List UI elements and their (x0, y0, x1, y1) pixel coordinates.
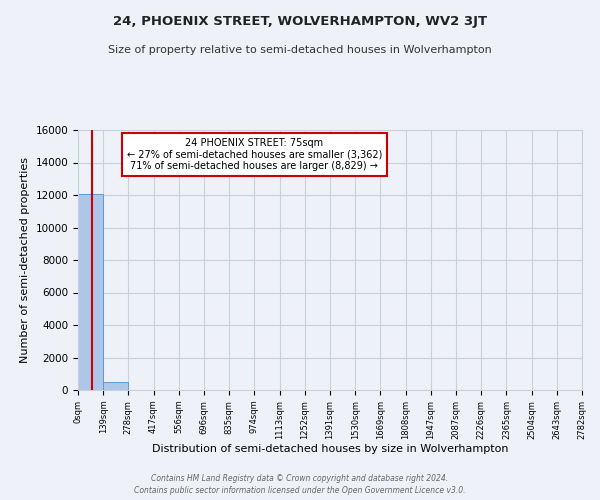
Y-axis label: Number of semi-detached properties: Number of semi-detached properties (20, 157, 30, 363)
X-axis label: Distribution of semi-detached houses by size in Wolverhampton: Distribution of semi-detached houses by … (152, 444, 508, 454)
Text: 24 PHOENIX STREET: 75sqm
← 27% of semi-detached houses are smaller (3,362)
71% o: 24 PHOENIX STREET: 75sqm ← 27% of semi-d… (127, 138, 382, 171)
Bar (78, 194, 103, 390)
Bar (103, 382, 128, 390)
Text: 24, PHOENIX STREET, WOLVERHAMPTON, WV2 3JT: 24, PHOENIX STREET, WOLVERHAMPTON, WV2 3… (113, 15, 487, 28)
Text: Size of property relative to semi-detached houses in Wolverhampton: Size of property relative to semi-detach… (108, 45, 492, 55)
Text: Contains HM Land Registry data © Crown copyright and database right 2024.
Contai: Contains HM Land Registry data © Crown c… (134, 474, 466, 495)
